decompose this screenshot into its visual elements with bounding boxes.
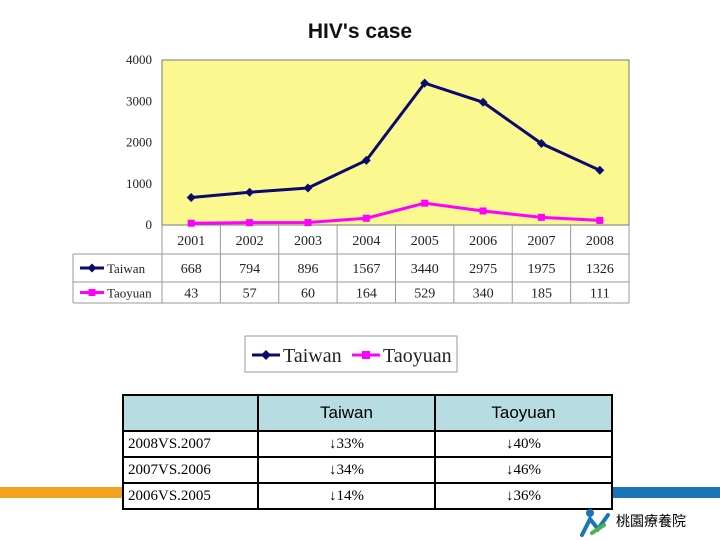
plot-area (161, 59, 630, 226)
taoyuan-change: ↓46% (434, 456, 613, 484)
table-series-name: Taiwan (107, 261, 146, 276)
table-value: 111 (590, 287, 610, 302)
organization-logo: 桃園療養院 (578, 505, 718, 537)
table-value: 340 (473, 287, 494, 302)
x-tick-label: 2008 (586, 234, 614, 249)
x-tick-label: 2003 (294, 234, 322, 249)
table-value: 529 (414, 287, 435, 302)
taoyuan-change: ↓36% (434, 482, 613, 510)
footer-bar-orange (0, 487, 135, 498)
legend: Taiwan Taoyuan (244, 335, 458, 373)
table-header-taiwan: Taiwan (257, 394, 436, 432)
x-tick-label: 2001 (177, 234, 205, 249)
x-tick-label: 2002 (236, 234, 264, 249)
data-point (479, 207, 487, 215)
y-tick-label: 4000 (126, 52, 152, 67)
data-point (304, 219, 312, 227)
data-point (303, 183, 313, 193)
table-value: 164 (356, 287, 377, 302)
data-point (478, 97, 488, 107)
table-value: 3440 (411, 262, 439, 277)
series-line-taiwan (191, 81, 601, 199)
logo-text: 桃園療養院 (616, 514, 686, 530)
y-tick-label: 2000 (126, 135, 152, 150)
taiwan-change: ↓33% (257, 430, 436, 458)
table-value: 43 (184, 287, 198, 302)
legend-label: Taoyuan (383, 345, 452, 367)
data-point (421, 199, 429, 207)
data-point (537, 213, 545, 221)
row-label: 2006VS.2005 (122, 482, 259, 510)
table-value: 57 (243, 287, 257, 302)
taoyuan-change: ↓40% (434, 430, 613, 458)
data-table-grid: 2001 2002 2003 2004 2005 2006 2007 2008 Taiwan 66… (72, 225, 630, 304)
data-point (245, 187, 255, 197)
taiwan-change: ↓14% (257, 482, 436, 510)
table-row: 2008VS.2007 ↓33% ↓40% (122, 430, 613, 458)
y-axis: 0 1000 2000 3000 4000 (126, 52, 152, 232)
table-value: 185 (531, 287, 552, 302)
series-line-taoyuan (191, 201, 600, 225)
data-point (186, 192, 196, 202)
table-value: 794 (239, 262, 260, 277)
table-row: 2007VS.2006 ↓34% ↓46% (122, 456, 613, 484)
x-tick-label: 2004 (352, 234, 380, 249)
data-point (536, 139, 546, 149)
legend-frame (244, 335, 458, 373)
legend-label: Taiwan (283, 345, 342, 367)
legend-marker (261, 350, 271, 360)
y-tick-label: 0 (146, 217, 153, 232)
taiwan-change: ↓34% (257, 456, 436, 484)
chart-title: HIV's case (307, 20, 413, 43)
table-value: 1326 (586, 262, 614, 277)
table-series-name: Taoyuan (107, 286, 152, 301)
health-department-logo-icon (580, 509, 610, 537)
table-value: 1975 (527, 262, 555, 277)
table-value: 668 (181, 262, 202, 277)
series-layer (186, 78, 605, 227)
row-label: 2007VS.2006 (122, 456, 259, 484)
y-tick-label: 1000 (126, 176, 152, 191)
table-header-row: Taiwan Taoyuan (122, 394, 613, 432)
table-legend-marker (87, 263, 97, 273)
data-point (361, 155, 371, 165)
data-point (362, 214, 370, 222)
data-point (187, 219, 195, 227)
data-point (595, 165, 605, 175)
table-value: 60 (301, 287, 315, 302)
row-label: 2008VS.2007 (122, 430, 259, 458)
x-tick-label: 2006 (469, 234, 497, 249)
table-value: 2975 (469, 262, 497, 277)
x-tick-label: 2005 (411, 234, 439, 249)
table-legend-marker (88, 289, 96, 296)
legend-marker (362, 351, 370, 359)
y-tick-label: 3000 (126, 93, 152, 108)
table-header-empty (122, 394, 259, 432)
x-tick-label: 2007 (527, 234, 555, 249)
data-point (596, 216, 604, 224)
comparison-table: Taiwan Taoyuan 2008VS.2007 ↓33% ↓40% 200… (122, 394, 613, 510)
table-header-taoyuan: Taoyuan (434, 394, 613, 432)
data-point (420, 78, 430, 88)
table-row: 2006VS.2005 ↓14% ↓36% (122, 482, 613, 510)
table-value: 896 (297, 262, 318, 277)
table-value: 1567 (352, 262, 380, 277)
data-point (246, 219, 254, 227)
